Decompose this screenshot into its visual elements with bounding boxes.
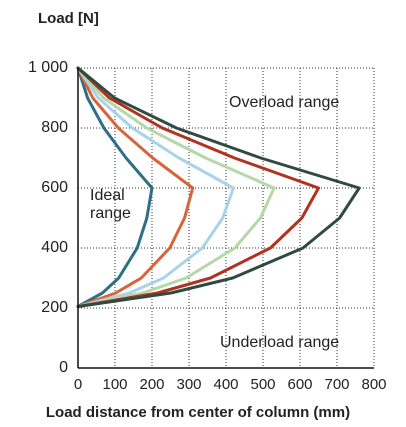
y-tick-label: 800	[41, 119, 68, 136]
x-tick-label: 300	[176, 376, 201, 393]
x-tick-label: 0	[74, 376, 82, 393]
line	[76, 66, 195, 308]
x-tick-label: 800	[361, 376, 386, 393]
line	[76, 66, 276, 308]
annotation: Underload range	[220, 334, 339, 351]
line	[76, 66, 154, 308]
y-tick-label: 200	[41, 299, 68, 316]
x-tick-label: 100	[102, 376, 127, 393]
annotation: Ideal range	[90, 187, 131, 222]
y-tick-label: 1 000	[28, 59, 68, 76]
x-axis-label: Load distance from center of column (mm)	[46, 404, 350, 421]
line	[76, 66, 361, 308]
y-tick-label: 400	[41, 239, 68, 256]
x-tick-label: 700	[324, 376, 349, 393]
y-axis-label: Load [N]	[38, 10, 99, 27]
x-tick-label: 400	[213, 376, 238, 393]
annotation: Overload range	[229, 94, 339, 111]
line	[76, 66, 320, 308]
y-tick-label: 600	[41, 179, 68, 196]
x-tick-label: 200	[139, 376, 164, 393]
x-tick-label: 500	[250, 376, 275, 393]
line	[76, 66, 235, 308]
x-tick-label: 600	[287, 376, 312, 393]
y-tick-label: 0	[59, 359, 68, 376]
